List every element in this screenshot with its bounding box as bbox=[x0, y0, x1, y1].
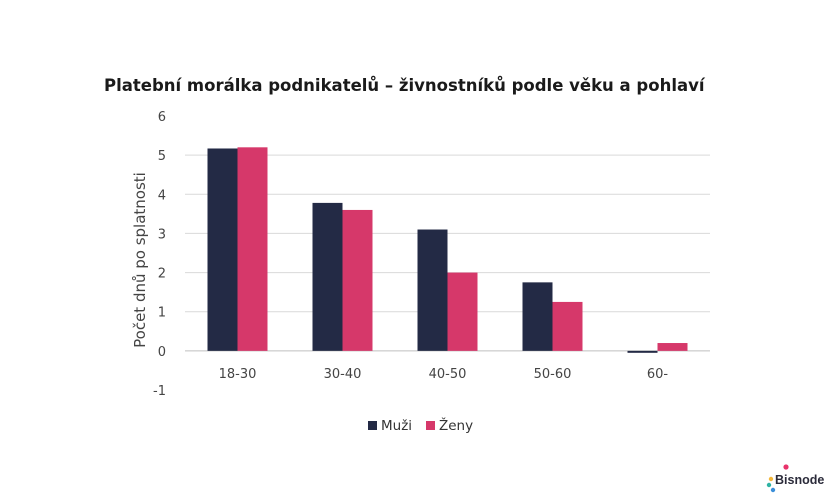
x-axis-ticks: 18-30 30-40 40-50 50-60 60- bbox=[219, 367, 669, 382]
y-tick-label: 4 bbox=[158, 188, 166, 203]
y-tick-label: 6 bbox=[158, 110, 166, 125]
bar-ženy-60- bbox=[657, 343, 688, 351]
bar-muži-30-40 bbox=[312, 202, 343, 351]
x-tick-label: 50-60 bbox=[534, 367, 572, 382]
bars bbox=[207, 147, 688, 353]
logo-dot-pink bbox=[783, 464, 789, 470]
legend: Muži Ženy bbox=[368, 416, 473, 434]
x-tick-label: 30-40 bbox=[324, 367, 362, 382]
bar-muži-18-30 bbox=[207, 148, 238, 351]
y-axis-ticks: -1 0 1 2 3 4 5 6 bbox=[153, 110, 166, 399]
logo-text: Bisnode bbox=[775, 473, 824, 487]
y-tick-label: 5 bbox=[158, 149, 166, 164]
bisnode-logo: Bisnode bbox=[766, 464, 824, 493]
legend-label-muži: Muži bbox=[381, 418, 412, 434]
bar-muži-40-50 bbox=[417, 229, 448, 351]
bar-ženy-50-60 bbox=[552, 301, 583, 351]
logo-dot-blue bbox=[770, 487, 776, 493]
legend-label-ženy: Ženy bbox=[439, 416, 473, 434]
logo-dot-teal bbox=[766, 482, 772, 488]
bar-ženy-40-50 bbox=[447, 272, 478, 351]
x-tick-label: 18-30 bbox=[219, 367, 257, 382]
bar-muži-60- bbox=[627, 350, 658, 353]
chart-title: Platební morálka podnikatelů – živnostní… bbox=[104, 76, 706, 95]
legend-swatch-muži bbox=[368, 421, 377, 430]
y-tick-label: 0 bbox=[158, 345, 166, 360]
y-tick-label: 1 bbox=[158, 306, 166, 321]
bar-ženy-18-30 bbox=[237, 147, 268, 351]
x-tick-label: 60- bbox=[647, 367, 669, 382]
y-tick-label: -1 bbox=[153, 384, 166, 399]
bar-muži-50-60 bbox=[522, 282, 553, 351]
logo-dot-yellow bbox=[768, 476, 774, 482]
bar-ženy-30-40 bbox=[342, 209, 373, 351]
legend-swatch-ženy bbox=[426, 421, 435, 430]
y-tick-label: 3 bbox=[158, 227, 166, 242]
y-axis-label: Počet dnů po splatnosti bbox=[131, 172, 149, 348]
x-tick-label: 40-50 bbox=[429, 367, 467, 382]
y-tick-label: 2 bbox=[158, 267, 166, 282]
